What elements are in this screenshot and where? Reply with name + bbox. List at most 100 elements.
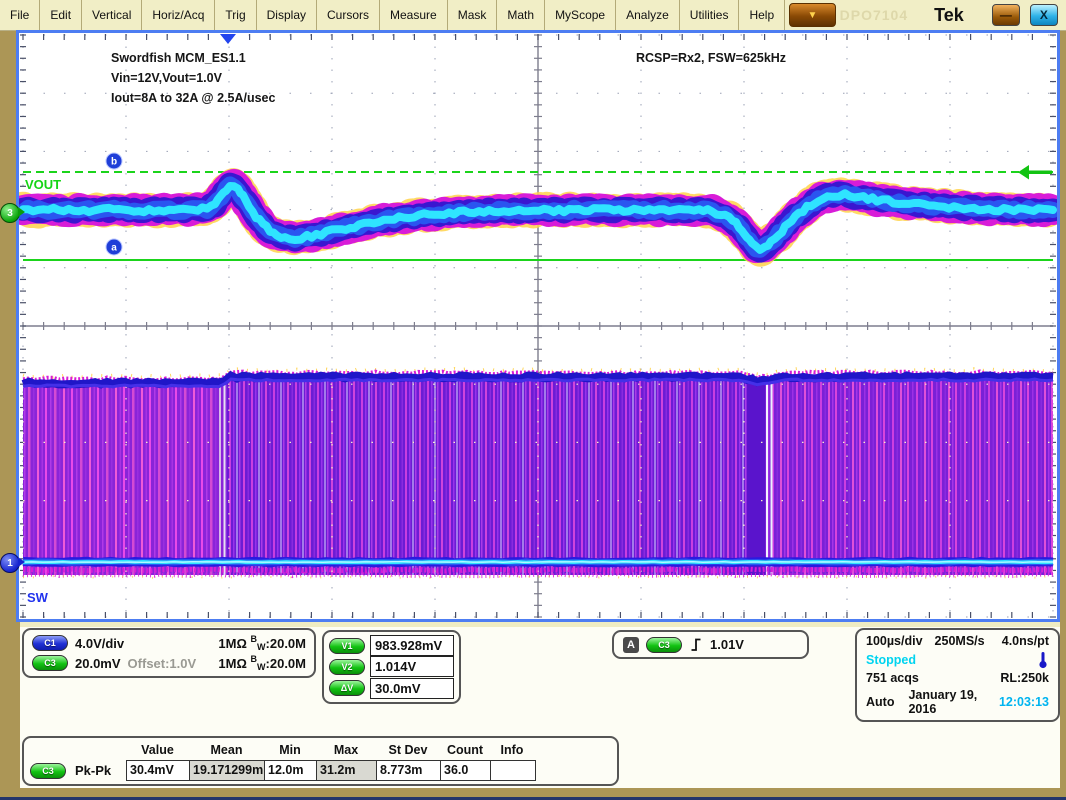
annotation-right: RCSP=Rx2, FSW=625kHz [636,51,786,65]
measurement-header: Count [440,740,490,760]
measurement-header: Mean [189,740,264,760]
menu-items: FileEditVerticalHoriz/AcqTrigDisplayCurs… [0,0,785,30]
menu-item-vertical[interactable]: Vertical [82,0,142,30]
ch1-scale: 4.0V/div [75,636,124,651]
acquisition-state: Stopped [866,653,916,667]
channel-3-marker[interactable]: 3 [0,203,20,223]
minimize-button[interactable]: — [992,4,1020,26]
ch3-readout[interactable]: C3 20.0mV Offset:1.0V 1MΩ BW:20.0M [32,654,306,672]
cursor-badge: V1 [329,638,365,654]
cursor-readout-row: ΔV 30.0mV [329,678,454,699]
offset-reference-arrow[interactable] [1018,165,1052,180]
ch3-badge: C3 [32,655,68,671]
menu-item-analyze[interactable]: Analyze [616,0,680,30]
menu-dropdown-button[interactable]: ▼ [789,3,835,27]
menu-item-help[interactable]: Help [739,0,785,30]
ch3-offset: Offset:1.0V [128,656,197,671]
menu-item-myscope[interactable]: MyScope [545,0,616,30]
panel-separator [0,622,1066,627]
cursor-value: 1.014V [370,656,454,677]
channel-1-arrow-icon [18,557,25,567]
cursor-b-handle[interactable]: b [106,153,122,169]
left-gutter [0,622,20,788]
menu-item-trig[interactable]: Trig [215,0,256,30]
vertical-readout-box[interactable]: C1 4.0V/div 1MΩ BW:20.0M C3 20.0mV Offse… [22,628,316,678]
ch1-readout[interactable]: C1 4.0V/div 1MΩ BW:20.0M [32,634,306,652]
menu-bar: FileEditVerticalHoriz/AcqTrigDisplayCurs… [0,0,1066,31]
menu-item-measure[interactable]: Measure [380,0,448,30]
header-spacer [30,740,126,760]
model-watermark: DPO7104 [840,7,908,23]
vout-channel-label: VOUT [25,177,61,192]
right-gutter [1060,622,1066,788]
tek-logo: Tek [934,5,964,26]
sample-rate: 250MS/s [935,634,985,648]
trigger-position-marker[interactable] [220,34,236,44]
menu-item-mask[interactable]: Mask [448,0,498,30]
ch1-termination: 1MΩ BW:20.0M [218,634,306,652]
menu-item-file[interactable]: File [0,0,40,30]
channel-3-arrow-icon [18,207,25,217]
cursor-readout-row: V2 1.014V [329,656,454,677]
cursor-a-handle[interactable]: a [106,239,122,255]
measurement-cell: 36.0 [440,760,492,781]
cursor-badge: V2 [329,659,365,675]
annotation-line-3: Iout=8A to 32A @ 2.5A/usec [111,91,275,105]
measurement-channel-badge: C3 [30,763,66,779]
measurement-table[interactable]: ValueMeanMinMaxSt DevCountInfo C3 Pk-Pk 30… [22,736,619,786]
record-length: RL:250k [1000,671,1049,685]
measurement-cell: 30.4mV [126,760,191,781]
ch3-scale: 20.0mV [75,656,121,671]
sw-channel-label: SW [27,590,49,605]
cursor-readout-row: V1 983.928mV [329,635,454,656]
cursor-a-letter: a [111,243,117,254]
waveform-display: Swordfish MCM_ES1.1 Vin=12V,Vout=1.0V Io… [16,30,1060,622]
readout-panel: C1 4.0V/div 1MΩ BW:20.0M C3 20.0mV Offse… [0,622,1066,800]
measurement-header: St Dev [376,740,440,760]
measurement-source: C3 Pk-Pk [30,763,126,779]
ch1-badge: C1 [32,635,68,651]
horizontal-acquisition-box[interactable]: 100µs/div 250MS/s 4.0ns/pt Stopped 751 a… [855,628,1060,722]
measurement-header: Info [490,740,534,760]
ch3-termination: 1MΩ BW:20.0M [218,654,306,672]
cursor-readout-box[interactable]: V1 983.928mV V2 1.014V ΔV 30.0mV [322,630,461,704]
scope-graticule: Swordfish MCM_ES1.1 Vin=12V,Vout=1.0V Io… [19,33,1057,619]
thermometer-icon [1037,651,1049,669]
trigger-mode: Auto [866,695,894,709]
menu-item-display[interactable]: Display [257,0,317,30]
measurement-cell: 12.0m [264,760,318,781]
oscilloscope-screen: FileEditVerticalHoriz/AcqTrigDisplayCurs… [0,0,1066,800]
bottom-frame [0,788,1066,797]
annotation-line-2: Vin=12V,Vout=1.0V [111,71,223,85]
cursor-value: 983.928mV [370,635,454,656]
trigger-level: 1.01V [710,637,744,652]
time-label: 12:03:13 [999,695,1049,709]
measurement-header: Min [264,740,316,760]
date-label: January 19, 2016 [908,688,984,716]
trigger-a-badge: A [623,637,639,653]
close-button[interactable]: X [1030,4,1058,26]
cursor-value: 30.0mV [370,678,454,699]
trigger-readout-box[interactable]: A C3 1.01V [612,630,809,659]
menu-item-cursors[interactable]: Cursors [317,0,380,30]
rising-edge-icon [689,637,703,652]
cursor-badge: ΔV [329,680,365,696]
menu-item-math[interactable]: Math [497,0,545,30]
channel-1-marker[interactable]: 1 [0,553,20,573]
measurement-cell: 8.773m [376,760,442,781]
menu-item-utilities[interactable]: Utilities [680,0,740,30]
measurement-name: Pk-Pk [75,763,111,778]
measurement-header: Value [126,740,189,760]
timebase-scale: 100µs/div [866,634,923,648]
measurement-cell: 19.171299m [189,760,266,781]
measurement-row: C3Pk-Pk30.4mV19.171299m12.0m31.2m8.773m3… [30,760,611,781]
menu-item-horiz-acq[interactable]: Horiz/Acq [142,0,215,30]
acquisition-count: 751 acqs [866,671,919,685]
measurement-header: Max [316,740,376,760]
trigger-source-badge: C3 [646,637,682,653]
annotation-line-1: Swordfish MCM_ES1.1 [111,51,246,65]
measurement-cell [490,760,536,781]
sample-resolution: 4.0ns/pt [1002,634,1049,648]
cursor-b-letter: b [111,157,117,168]
menu-item-edit[interactable]: Edit [40,0,82,30]
